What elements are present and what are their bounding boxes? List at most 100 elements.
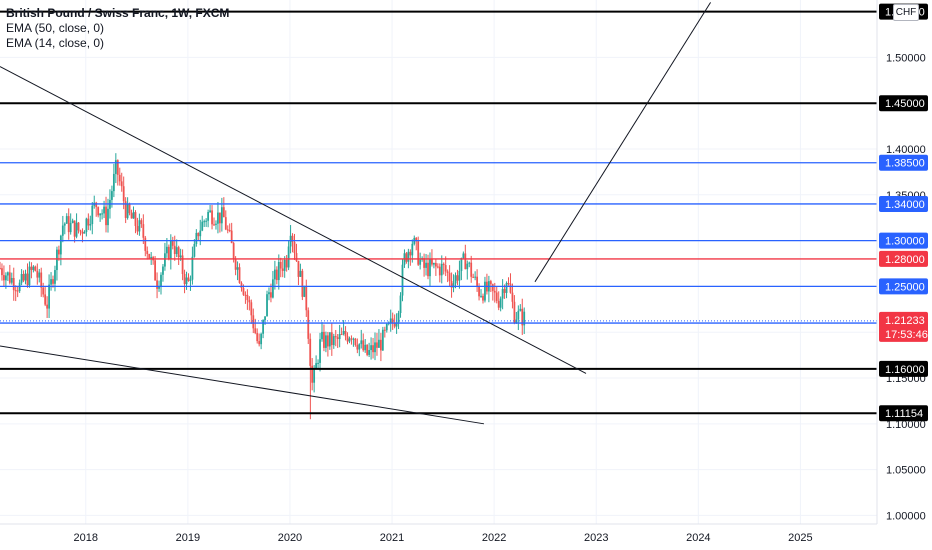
candle-body	[244, 294, 247, 296]
candle-body	[326, 335, 329, 347]
currency-badge[interactable]: CHF	[893, 4, 919, 21]
candle-body	[260, 333, 263, 345]
level-tag	[879, 250, 928, 267]
candle-body	[134, 212, 137, 226]
candle-body	[334, 336, 337, 338]
candle-body	[383, 329, 386, 331]
time-tick: 2021	[380, 532, 404, 544]
candle-body	[154, 260, 157, 281]
candle-body	[58, 249, 60, 255]
candle-body	[114, 160, 117, 174]
candle-body	[493, 290, 496, 293]
candle-body	[118, 174, 121, 182]
candle-body	[10, 277, 13, 283]
candle-body	[81, 231, 84, 234]
candle-body	[14, 290, 17, 292]
time-tick: 2022	[482, 532, 506, 544]
time-axis[interactable]	[0, 523, 877, 550]
candle-body	[505, 282, 508, 293]
candle-body	[325, 335, 327, 348]
legend-ema14[interactable]: EMA (14, close, 0)	[6, 36, 105, 50]
candle-body	[458, 270, 461, 281]
candle-body	[213, 224, 215, 226]
trend-line	[0, 345, 485, 425]
candle-body	[42, 287, 45, 295]
candle-body	[228, 230, 231, 232]
candle-body	[315, 363, 318, 369]
candle-body	[215, 223, 217, 225]
candle-body	[295, 253, 298, 261]
candle-body	[203, 221, 206, 223]
candle-body	[130, 213, 133, 219]
trend-line	[0, 66, 587, 374]
price-tick: 1.05000	[886, 465, 926, 477]
candle-body	[460, 257, 463, 271]
candle-body	[112, 173, 115, 192]
time-tick-labels: 2018 2019 2020 2021 2022 2023 2024 2025	[74, 532, 813, 544]
candle-body	[224, 217, 227, 230]
candle-body	[405, 253, 408, 262]
candle-body	[91, 205, 94, 225]
candle-body	[24, 273, 27, 281]
candle-body	[317, 362, 319, 364]
level-tag-text: 1.11154	[885, 408, 923, 420]
candle-body	[142, 224, 145, 238]
candle-body	[128, 204, 131, 214]
candle-body	[1, 268, 3, 276]
candle-body	[264, 316, 266, 320]
candle-body	[136, 225, 139, 232]
level-tag	[879, 95, 928, 112]
candle-body	[248, 300, 251, 303]
candle-body	[431, 259, 433, 265]
level-tag	[879, 232, 928, 249]
candle-body	[138, 220, 141, 232]
candle-body	[409, 251, 412, 256]
candle-body	[103, 206, 105, 214]
candle-body	[144, 237, 147, 251]
candle-body	[374, 342, 376, 353]
time-tick: 2025	[788, 532, 812, 544]
candle-body	[179, 255, 182, 258]
candle-body	[107, 208, 109, 226]
candle-body	[266, 294, 268, 317]
candle-body	[124, 201, 127, 218]
candle-body	[250, 302, 253, 316]
level-tag-text: 1.28000	[885, 254, 925, 266]
candle-body	[162, 266, 164, 275]
candle-body	[256, 333, 259, 342]
legend-ema50[interactable]: EMA (50, close, 0)	[6, 21, 105, 35]
candle-body	[364, 344, 367, 351]
candle-body	[434, 262, 437, 267]
trend-line	[534, 2, 712, 283]
candle-body	[452, 283, 455, 288]
candle-body	[279, 262, 282, 269]
candle-body	[28, 266, 31, 286]
candle-body	[234, 258, 237, 270]
candle-body	[120, 181, 123, 187]
candle-body	[258, 341, 261, 345]
candle-body	[262, 319, 264, 334]
candle-body	[440, 263, 443, 276]
candle-body	[69, 222, 72, 233]
price-tick: 1.00000	[886, 510, 926, 522]
candle-body	[34, 266, 37, 271]
level-tag-text: 1.38500	[885, 158, 925, 170]
candle-body	[230, 230, 233, 244]
candle-body	[187, 277, 190, 281]
candle-body	[344, 330, 347, 337]
legend-symbol[interactable]: British Pound / Swiss Franc, 1W, FXCM	[6, 6, 230, 20]
candle-body	[236, 267, 239, 270]
chart-legend[interactable]: British Pound / Swiss Franc, 1W, FXCM EM…	[6, 6, 229, 51]
candle-body	[177, 247, 180, 258]
trend-lines[interactable]	[0, 2, 712, 425]
candle-body	[169, 240, 172, 259]
candle-body	[209, 210, 211, 212]
candle-body	[462, 253, 465, 258]
candle-body	[183, 273, 186, 285]
horizontal-levels[interactable]	[0, 10, 877, 415]
candle-body	[391, 318, 394, 323]
candle-body	[8, 272, 11, 283]
current-price-value: 1.21233	[885, 315, 925, 327]
candle-body	[474, 276, 477, 278]
